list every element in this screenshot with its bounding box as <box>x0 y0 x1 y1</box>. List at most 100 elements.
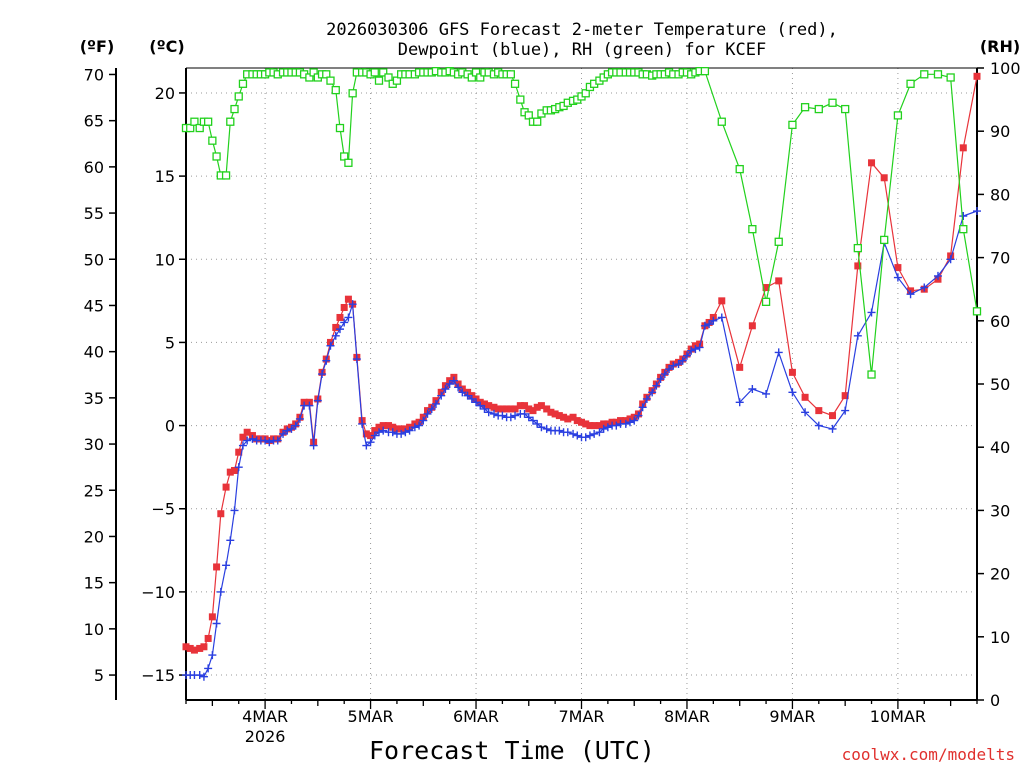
dewpoint-point <box>366 438 375 447</box>
rh-point <box>230 104 239 114</box>
temperature-point <box>371 427 379 435</box>
celsius-tick-label: 10 <box>155 250 175 269</box>
dewpoint-point <box>634 411 643 420</box>
temperature-point <box>516 402 524 410</box>
rh-tick-label: 10 <box>990 628 1010 647</box>
dewpoint-point <box>195 671 204 680</box>
dewpoint-point <box>437 391 446 400</box>
temperature-point <box>208 613 216 621</box>
temperature-point <box>868 159 876 167</box>
fahrenheit-tick-label: 60 <box>84 158 104 177</box>
rh-point <box>506 70 515 79</box>
dewpoint-point <box>305 401 314 410</box>
x-tick-label: 9MAR <box>769 707 815 726</box>
dewpoint-point <box>489 409 498 418</box>
temperature-point <box>573 417 581 425</box>
dewpoint-point <box>463 391 472 400</box>
rh-point <box>700 67 710 76</box>
rh-point <box>880 235 889 245</box>
dewpoint-point <box>283 426 292 435</box>
dewpoint-point <box>397 429 406 438</box>
fahrenheit-tick-label: 70 <box>84 65 104 84</box>
temperature-point <box>485 402 493 410</box>
temperature-point <box>362 430 370 438</box>
rh-point <box>190 117 199 126</box>
rh-point <box>788 120 797 130</box>
grid-lines <box>186 68 977 700</box>
dewpoint-point <box>511 411 520 420</box>
fahrenheit-tick-label: 25 <box>84 481 104 500</box>
celsius-tick-label: 5 <box>165 333 175 352</box>
fahrenheit-tick-label: 10 <box>84 620 104 639</box>
rh-point <box>828 98 837 107</box>
temperature-point <box>190 646 198 654</box>
dewpoint-point <box>441 384 450 393</box>
temperature-point <box>490 403 498 411</box>
dewpoint-point <box>674 360 683 369</box>
celsius-axis-label: (ºC) <box>149 37 184 56</box>
temperature-point <box>595 422 603 430</box>
dewpoint-point <box>358 419 367 428</box>
dewpoint-point <box>687 346 696 355</box>
fahrenheit-tick-label: 50 <box>84 250 104 269</box>
temperature-point <box>511 405 519 413</box>
dewpoint-point <box>405 426 414 435</box>
rh-point <box>906 79 915 88</box>
rh-point <box>920 70 929 79</box>
temperature-point <box>854 262 862 270</box>
rh-series <box>181 67 982 379</box>
rh-point <box>208 136 217 145</box>
temperature-point <box>186 644 194 652</box>
dewpoint-point <box>226 536 235 545</box>
dewpoint-point <box>199 672 208 681</box>
rh-point <box>340 152 349 161</box>
temperature-point <box>543 405 551 413</box>
temperature-point <box>582 420 590 428</box>
rh-point <box>226 117 235 126</box>
temperature-point <box>340 303 348 311</box>
dewpoint-point <box>537 423 546 432</box>
dewpoint-point <box>212 619 221 628</box>
rh-point <box>933 70 943 79</box>
rh-tick-label: 50 <box>990 375 1010 394</box>
dewpoint-point <box>906 290 915 299</box>
rh-tick-label: 40 <box>990 438 1010 457</box>
dewpoint-point <box>222 561 231 570</box>
temperature-point <box>788 368 796 376</box>
rh-point <box>510 79 520 88</box>
rh-point <box>893 111 903 120</box>
rh-point <box>348 89 357 98</box>
dewpoint-point <box>717 313 726 322</box>
temperature-point <box>525 405 533 413</box>
dewpoint-point <box>563 428 572 437</box>
dewpoint-point <box>595 428 604 437</box>
dewpoint-point <box>590 429 599 438</box>
dewpoint-point <box>401 428 410 437</box>
temperature-point <box>235 448 243 456</box>
dewpoint-point <box>423 409 432 418</box>
temperature-point <box>375 423 383 431</box>
dewpoint-point <box>665 365 674 374</box>
dewpoint-point <box>309 441 318 450</box>
dewpoint-point <box>291 421 300 430</box>
dewpoint-point <box>419 416 428 425</box>
rh-point <box>374 76 384 85</box>
dewpoint-point <box>352 355 361 364</box>
dewpoint-point <box>287 424 296 433</box>
rh-point <box>800 103 810 112</box>
dewpoint-point <box>335 325 344 334</box>
temperature-point <box>775 277 783 285</box>
rh-point <box>195 123 204 133</box>
rh-point <box>335 123 345 133</box>
rh-point <box>867 370 876 379</box>
temperature-point <box>507 405 515 413</box>
celsius-tick-label: 0 <box>165 417 175 436</box>
temperature-point <box>204 634 212 642</box>
dewpoint-point <box>581 433 590 442</box>
celsius-tick-label: −10 <box>141 583 175 602</box>
dewpoint-point <box>630 416 639 425</box>
dewpoint-point <box>326 341 335 350</box>
rh-point <box>467 73 476 82</box>
rh-point <box>234 92 243 101</box>
